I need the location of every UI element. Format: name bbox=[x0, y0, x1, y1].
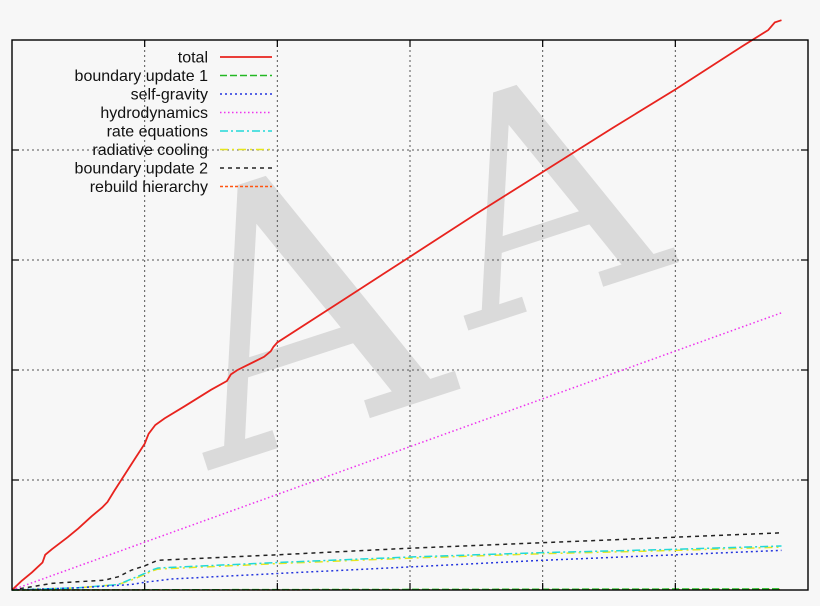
chart-grid bbox=[12, 40, 808, 590]
legend-label-total: total bbox=[178, 50, 208, 67]
legend-label-self-gravity: self-gravity bbox=[131, 87, 208, 104]
legend-label-rebuild-hierarchy: rebuild hierarchy bbox=[90, 179, 208, 196]
series-line-rate-equations bbox=[11, 545, 782, 591]
legend-label-boundary-update-1: boundary update 1 bbox=[75, 68, 209, 85]
plot-frame bbox=[11, 39, 809, 591]
series-line-total bbox=[11, 19, 782, 591]
legend-label-boundary-update-2: boundary update 2 bbox=[75, 161, 209, 178]
legend-label-hydrodynamics: hydrodynamics bbox=[100, 105, 208, 122]
series-line-hydrodynamics bbox=[11, 312, 782, 591]
legend-label-radiative-cooling: radiative cooling bbox=[92, 142, 208, 159]
series-line-radiative-cooling bbox=[11, 546, 782, 591]
series-line-self-gravity bbox=[11, 549, 782, 591]
plot-border bbox=[11, 39, 809, 591]
legend-label-rate-equations: rate equations bbox=[107, 124, 208, 141]
